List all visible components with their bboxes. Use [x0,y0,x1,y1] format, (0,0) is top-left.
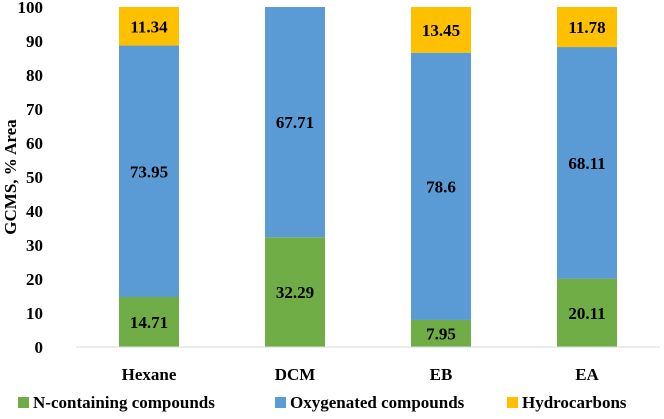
data-label: 11.78 [568,18,605,37]
bar-segment-oxygenated-compounds-hexane [119,45,179,297]
legend-swatch [18,397,29,408]
data-labels: 14.71 73.95 11.34 32.29 67.71 7.95 78.6 13.45 20… [130,17,606,343]
y-tick-label: 60 [26,134,43,153]
legend-label: Oxygenated compounds [290,393,465,412]
data-label: 78.6 [426,177,456,196]
x-category-label: DCM [275,365,316,384]
bars [119,7,617,347]
bar-segment-hydrocarbons-eb [411,7,471,53]
legend-swatch [275,397,286,408]
y-axis-ticks: 0 10 20 30 40 50 60 70 80 90 100 [18,0,44,357]
bar-segment-oxygenated-compounds-eb [411,52,471,320]
y-tick-label: 20 [26,270,43,289]
legend-label: Hydrocarbons [522,393,627,412]
data-label: 32.29 [276,283,314,302]
data-label: 7.95 [426,324,456,343]
y-tick-label: 100 [18,0,44,17]
legend: N-containing compounds Oxygenated compoun… [18,393,627,412]
bar-segment-n-containing-compounds-hexane [119,296,179,347]
data-label: 73.95 [130,162,168,181]
y-tick-label: 70 [26,100,43,119]
data-label: 11.34 [130,17,168,36]
data-label: 20.11 [568,304,605,323]
y-tick-label: 80 [26,66,43,85]
x-category-label: EB [430,365,453,384]
y-tick-label: 30 [26,236,43,255]
data-label: 13.45 [422,21,460,40]
x-category-label: Hexane [122,365,177,384]
x-category-label: EA [575,365,599,384]
data-label: 14.71 [130,313,168,332]
y-tick-label: 0 [35,338,44,357]
x-axis-categories: Hexane DCM EB EA [122,365,600,384]
y-tick-label: 50 [26,168,43,187]
y-tick-label: 40 [26,202,43,221]
y-tick-label: 10 [26,304,43,323]
bar-segment-n-containing-compounds-dcm [265,237,325,347]
bar-segment-hydrocarbons-ea [557,7,617,48]
data-label: 67.71 [276,113,314,132]
bar-segment-n-containing-compounds-eb [411,319,471,347]
legend-swatch [507,397,518,408]
y-axis-title: GCMS, % Area [1,119,20,235]
bar-segment-hydrocarbons-hexane [119,7,179,46]
legend-label: N-containing compounds [33,393,215,412]
data-label: 68.11 [568,154,605,173]
y-tick-label: 90 [26,32,43,51]
bar-segment-n-containing-compounds-ea [557,278,617,347]
bar-segment-oxygenated-compounds-dcm [265,7,325,238]
bar-segment-oxygenated-compounds-ea [557,47,617,279]
